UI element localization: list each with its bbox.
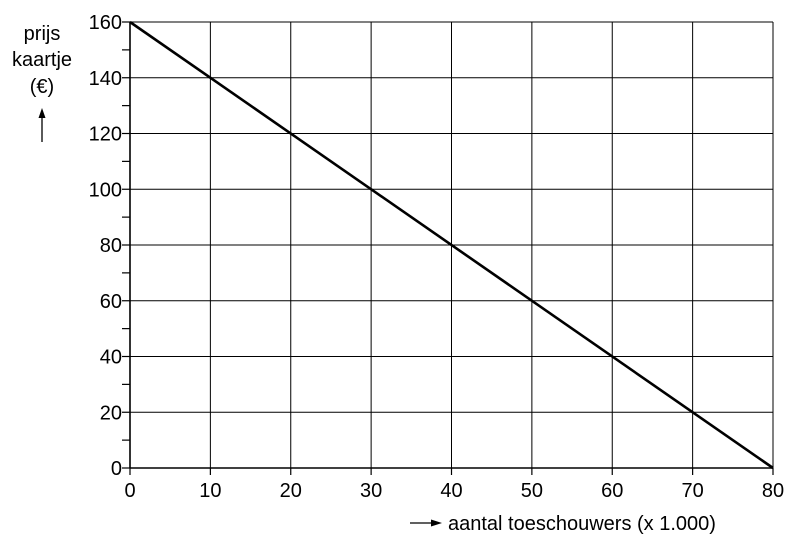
x-tick-label: 50 <box>521 480 543 502</box>
y-tick-label: 20 <box>100 402 122 424</box>
y-axis-label-line-2: kaartje <box>12 49 72 71</box>
tick-marks <box>122 21 774 475</box>
x-tick-label: 10 <box>199 480 221 502</box>
x-tick-label: 70 <box>682 480 704 502</box>
y-tick-label: 0 <box>111 458 122 480</box>
y-axis-label-line-3: (€) <box>30 76 54 98</box>
series-lines <box>129 20 774 470</box>
y-tick-label: 40 <box>100 347 122 369</box>
y-tick-label: 60 <box>100 291 122 313</box>
y-tick-label: 160 <box>89 12 122 34</box>
axes <box>129 22 773 469</box>
y-tick-label: 120 <box>89 124 122 146</box>
y-tick-label: 140 <box>89 68 122 90</box>
y-tick-labels: 0 20 40 60 80 100 120 140 160 <box>89 12 122 480</box>
x-tick-label: 80 <box>762 480 784 502</box>
y-axis-label-line-1: prijs <box>24 23 61 45</box>
x-tick-label: 40 <box>440 480 462 502</box>
series-line <box>129 20 774 470</box>
grid <box>130 21 774 468</box>
x-tick-label: 30 <box>360 480 382 502</box>
y-axis-label: prijs kaartje (€) <box>12 23 72 142</box>
x-tick-labels: 0 10 20 30 40 50 60 70 80 <box>124 480 784 502</box>
right-arrow-icon <box>410 519 442 527</box>
y-tick-label: 100 <box>89 179 122 201</box>
x-axis-label-text: aantal toeschouwers (x 1.000) <box>448 513 716 535</box>
up-arrow-icon <box>38 108 46 142</box>
y-tick-label: 80 <box>100 235 122 257</box>
x-axis-label: aantal toeschouwers (x 1.000) <box>410 513 716 535</box>
x-tick-label: 0 <box>124 480 135 502</box>
x-tick-label: 20 <box>280 480 302 502</box>
x-tick-label: 60 <box>601 480 623 502</box>
